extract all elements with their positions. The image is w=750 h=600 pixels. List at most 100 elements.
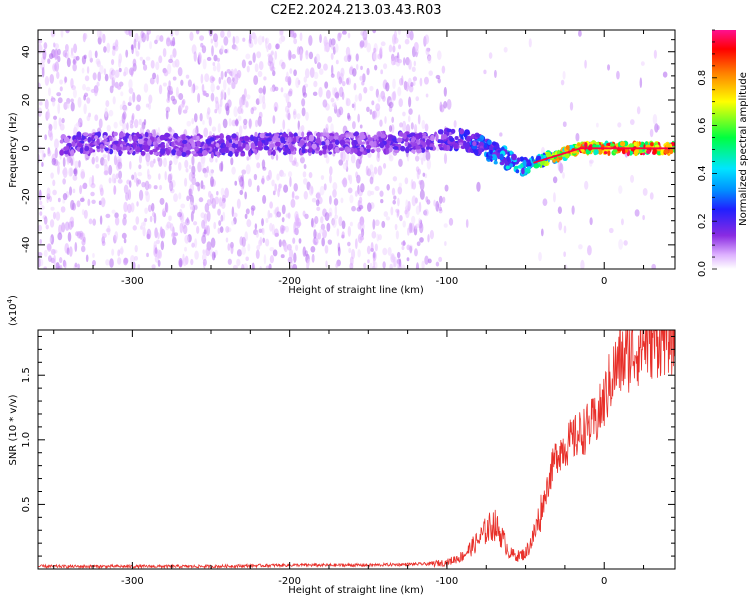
noise-speckle [159,35,164,42]
carrier-point [415,145,421,150]
noise-speckle [242,37,246,42]
colorbar-label: Normalized spectral amplitude [738,72,749,226]
noise-speckle [137,171,143,177]
noise-speckle [396,211,399,218]
carrier-point [353,147,358,154]
noise-speckle [59,86,63,92]
noise-speckle [234,119,239,125]
y-tick-label: 0.5 [21,496,32,512]
noise-speckle [408,108,413,115]
noise-speckle [65,30,70,34]
noise-speckle [338,32,343,38]
noise-speckle [323,36,328,47]
noise-speckle [157,232,160,240]
noise-speckle [425,196,429,203]
carrier-point [660,149,665,156]
carrier-point [59,139,64,144]
noise-speckle [285,213,290,218]
noise-speckle [116,85,122,90]
noise-speckle [356,174,361,184]
noise-speckle [57,232,63,241]
noise-speckle [94,114,99,122]
noise-speckle [443,100,448,109]
noise-speckle [367,259,370,264]
noise-speckle [649,192,654,200]
noise-speckle [283,92,288,98]
noise-speckle [446,98,452,110]
noise-speckle [213,54,218,62]
noise-speckle [81,55,87,65]
noise-speckle [334,214,339,219]
noise-speckle [243,88,247,99]
noise-speckle [81,67,85,74]
noise-speckle [203,90,207,96]
carrier-point [380,133,387,139]
noise-speckle [441,65,446,74]
carrier-point [612,148,618,153]
noise-speckle [58,257,63,264]
carrier-point [181,151,187,157]
noise-speckle [358,92,363,102]
carrier-point [166,148,171,156]
noise-speckle [363,86,368,94]
noise-speckle [191,242,195,248]
noise-speckle [93,86,98,97]
carrier-point [132,141,137,149]
noise-speckle [111,209,116,214]
noise-speckle [379,47,383,56]
carrier-point [293,136,297,143]
carrier-point [365,144,372,150]
noise-speckle [170,95,176,102]
noise-speckle [134,46,138,54]
noise-speckle [370,241,374,252]
noise-speckle [316,191,321,200]
noise-speckle [316,62,322,70]
noise-speckle [292,237,296,244]
carrier-point [71,141,76,147]
noise-speckle [210,82,215,93]
noise-speckle [623,240,628,246]
noise-speckle [77,263,80,269]
noise-speckle [92,259,96,267]
noise-speckle [111,173,117,184]
noise-speckle [185,168,189,173]
noise-speckle [224,187,229,199]
carrier-point [439,139,444,144]
noise-speckle [375,103,381,112]
noise-speckle [444,241,447,247]
carrier-point [491,141,497,146]
noise-speckle [142,59,146,66]
noise-speckle [130,69,134,77]
noise-speckle [155,61,160,71]
noise-speckle [325,155,330,164]
carrier-point [377,132,382,137]
noise-speckle [205,247,211,257]
noise-speckle [161,208,166,217]
noise-speckle [63,260,67,269]
noise-speckle [50,206,55,211]
carrier-point [204,143,208,149]
noise-speckle [379,119,383,127]
noise-speckle [95,155,99,163]
noise-speckle [255,231,259,238]
noise-speckle [164,170,167,181]
noise-speckle [73,168,77,175]
noise-speckle [333,198,339,206]
carrier-point [522,159,527,167]
noise-speckle [106,42,111,54]
noise-speckle [443,223,448,228]
noise-speckle [652,113,658,125]
noise-speckle [157,249,163,259]
noise-speckle [214,196,220,205]
noise-speckle [305,111,309,121]
noise-speckle [138,189,144,201]
noise-speckle [112,69,117,81]
noise-speckle [152,211,156,218]
noise-speckle [369,109,373,115]
carrier-point [519,156,525,162]
noise-speckle [202,167,207,174]
noise-speckle [323,63,328,71]
carrier-point [265,133,271,137]
noise-speckle [52,211,57,220]
noise-speckle [279,224,285,235]
